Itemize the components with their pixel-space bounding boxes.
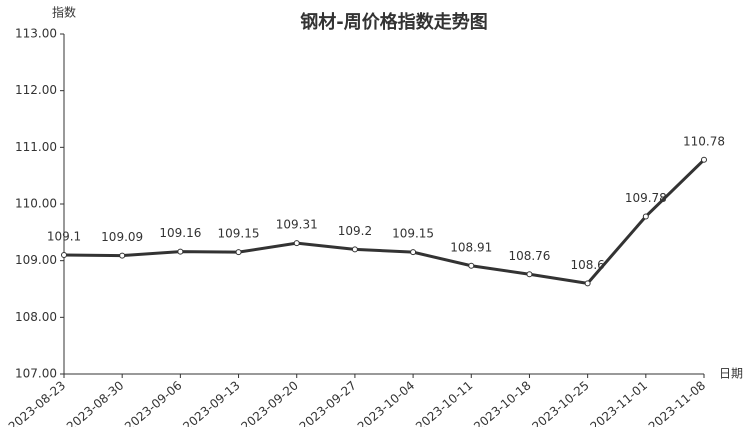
- point: [177, 248, 184, 255]
- x-axis-label: 日期: [719, 367, 743, 381]
- data-label: 109.31: [276, 218, 318, 232]
- data-label: 110.78: [683, 134, 725, 148]
- x-tick-label: 2023-10-25: [529, 378, 591, 427]
- data-label: 108.91: [450, 240, 492, 254]
- data-label: 109.15: [218, 227, 260, 241]
- data-label: 108.76: [508, 249, 550, 263]
- x-tick-label: 2023-08-23: [6, 378, 68, 427]
- point: [468, 262, 475, 269]
- x-tick-label: 2023-10-11: [413, 378, 475, 427]
- point: [119, 252, 126, 259]
- x-tick-label: 2023-11-08: [646, 378, 708, 427]
- y-tick-label: 109.00: [15, 253, 57, 267]
- y-tick-label: 110.00: [15, 197, 57, 211]
- y-axis-label: 指数: [52, 5, 76, 20]
- data-label: 109.2: [338, 224, 372, 238]
- point: [701, 156, 707, 163]
- data-label: 109.16: [159, 226, 201, 240]
- x-tick-label: 2023-11-01: [588, 378, 650, 427]
- x-tick-label: 2023-09-06: [122, 378, 184, 427]
- y-tick-label: 107.00: [15, 367, 57, 381]
- x-tick-label: 2023-09-13: [180, 378, 242, 427]
- point: [584, 280, 591, 287]
- y-tick-label: 113.00: [15, 27, 57, 41]
- point: [410, 249, 417, 256]
- x-tick-label: 2023-09-27: [297, 378, 359, 427]
- x-tick-label: 2023-09-20: [238, 378, 300, 427]
- data-label: 109.09: [101, 230, 143, 244]
- y-tick-label: 111.00: [15, 140, 57, 154]
- chart-title: 钢材-周价格指数走势图: [300, 11, 487, 33]
- data-label: 109.78: [625, 191, 667, 205]
- point: [351, 246, 358, 253]
- point: [61, 252, 67, 258]
- y-tick-label: 108.00: [15, 310, 57, 324]
- point: [526, 271, 533, 278]
- x-tick-label: 2023-10-18: [471, 378, 533, 427]
- y-tick-label: 112.00: [15, 83, 57, 97]
- data-label: 109.1: [47, 230, 81, 244]
- data-label: 109.15: [392, 227, 434, 241]
- x-tick-label: 2023-08-30: [64, 378, 126, 427]
- point: [642, 213, 649, 220]
- data-label: 108.6: [570, 258, 604, 272]
- point: [293, 240, 300, 247]
- x-tick-label: 2023-10-04: [355, 378, 417, 427]
- point: [235, 249, 242, 256]
- line: [63, 158, 706, 285]
